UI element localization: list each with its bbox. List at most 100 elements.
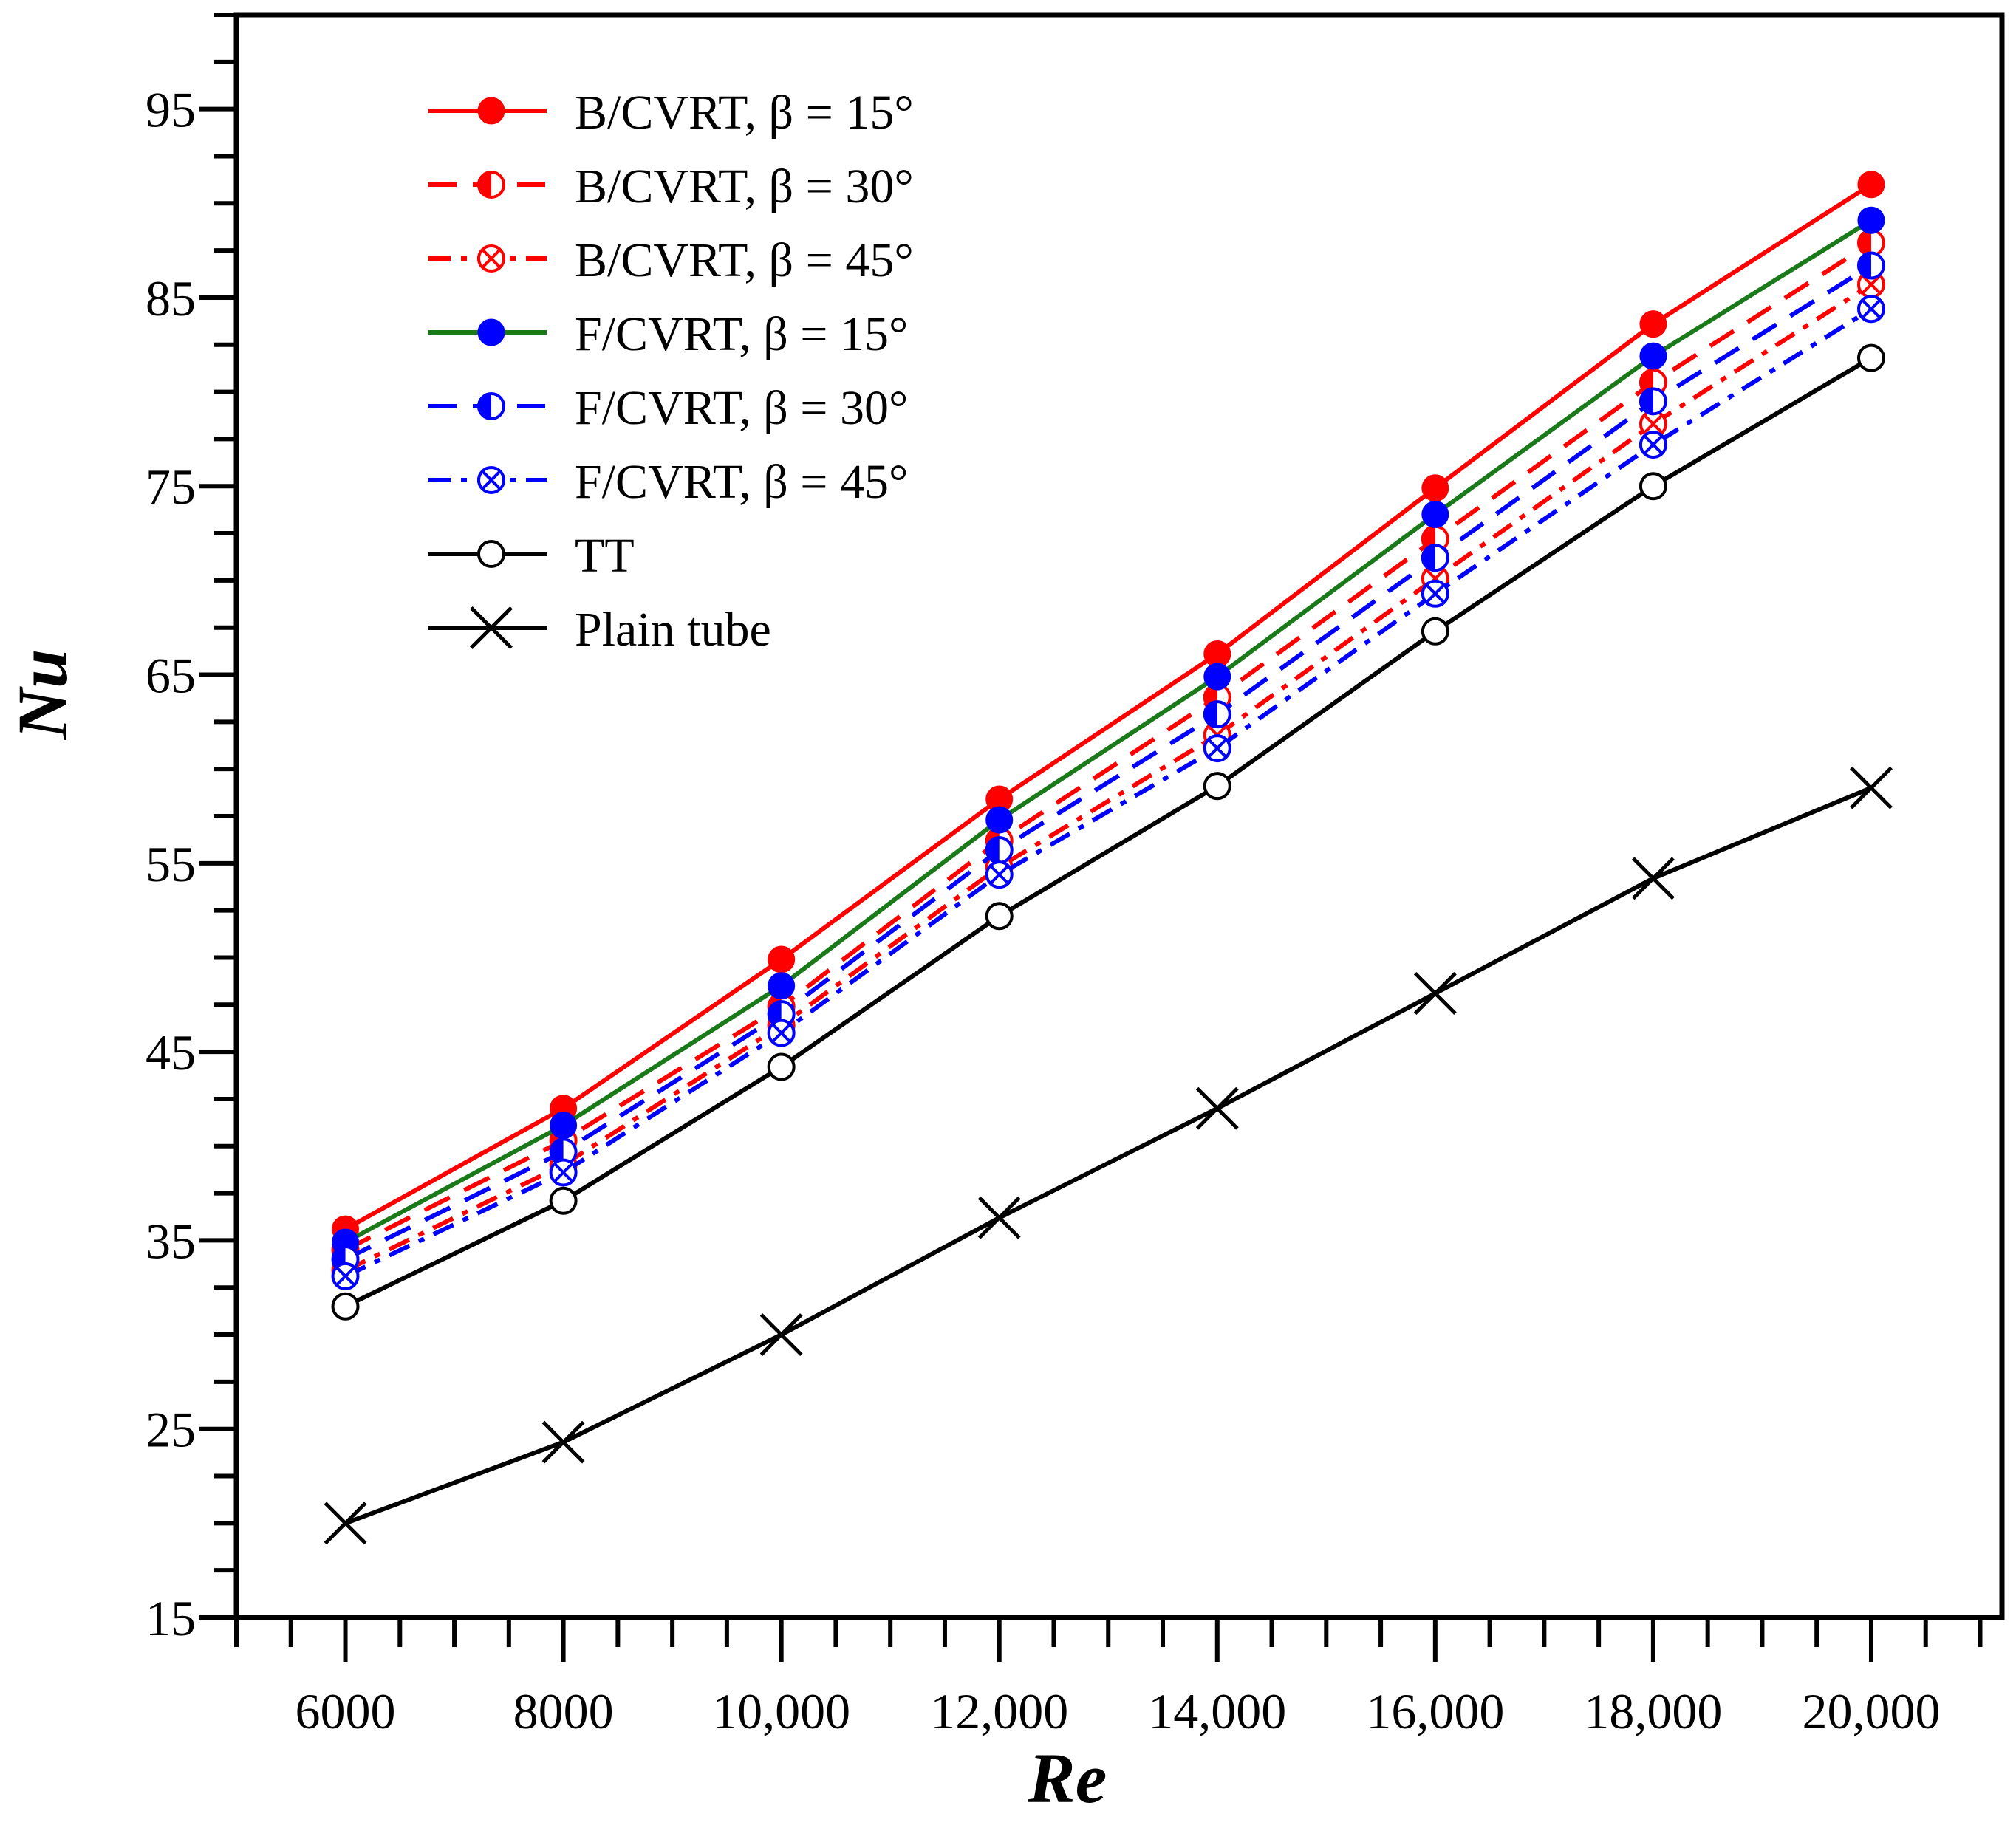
y-tick-label: 55 — [146, 836, 196, 892]
y-axis-title: Nu — [3, 649, 82, 741]
series-line — [344, 218, 1873, 1245]
data-point — [1856, 343, 1885, 372]
series-line — [344, 263, 1873, 1262]
data-point — [1203, 640, 1231, 668]
legend-label: B/CVRT, β = 30° — [575, 160, 914, 213]
legend-item: B/CVRT, β = 30° — [428, 160, 914, 213]
legend-item: TT — [428, 529, 635, 583]
data-point — [1413, 972, 1457, 1015]
series-line — [344, 785, 1873, 1526]
data-point — [1203, 734, 1231, 763]
y-tick-label: 85 — [146, 270, 196, 326]
data-point — [1639, 472, 1667, 501]
data-point — [1639, 342, 1667, 370]
x-tick-label: 14,000 — [1148, 1683, 1286, 1739]
legend-item: F/CVRT, β = 45° — [428, 455, 908, 509]
y-tick-label: 65 — [146, 648, 196, 704]
legend-item: F/CVRT, β = 30° — [428, 381, 908, 435]
data-point — [550, 1112, 578, 1140]
x-tick-label: 10,000 — [712, 1683, 850, 1739]
data-point — [549, 1158, 578, 1187]
series-group — [324, 171, 1893, 1545]
legend-marker — [477, 171, 505, 199]
series-8 — [324, 766, 1893, 1545]
legend-label: B/CVRT, β = 15° — [575, 86, 914, 140]
data-point — [985, 860, 1014, 889]
series-line — [344, 182, 1873, 1231]
legend-marker — [470, 606, 513, 649]
legend-item: B/CVRT, β = 15° — [428, 86, 914, 140]
x-tick-label: 8000 — [513, 1683, 614, 1739]
data-point — [1203, 663, 1231, 691]
series-5 — [331, 251, 1885, 1273]
y-tick-label: 15 — [146, 1590, 196, 1646]
data-point — [985, 806, 1014, 834]
legend-label: F/CVRT, β = 15° — [575, 307, 908, 361]
data-point — [1421, 617, 1449, 646]
data-point — [1639, 387, 1667, 416]
series-6 — [331, 295, 1885, 1290]
data-point — [331, 1262, 360, 1290]
data-point — [1421, 544, 1449, 572]
data-point — [759, 1313, 803, 1357]
data-point — [1421, 501, 1449, 529]
data-point — [768, 945, 796, 973]
y-tick-label: 25 — [146, 1402, 196, 1458]
series-line — [344, 356, 1873, 1309]
legend-marker — [477, 540, 505, 568]
x-tick-label: 12,000 — [930, 1683, 1068, 1739]
data-point — [324, 1502, 367, 1545]
series-7 — [331, 343, 1885, 1321]
data-point — [985, 835, 1014, 864]
data-point — [977, 1196, 1021, 1239]
y-tick-label: 45 — [146, 1024, 196, 1081]
legend-label: TT — [575, 529, 635, 583]
legend-label: B/CVRT, β = 45° — [575, 233, 914, 287]
axes: 15 25 35 45 55 65 75 85 95 6000 8000 10,000 12,000 14… — [146, 12, 2005, 1739]
legend-item: F/CVRT, β = 15° — [428, 307, 908, 361]
data-point — [1857, 206, 1885, 234]
data-point — [1195, 1086, 1239, 1130]
data-point — [1203, 772, 1231, 801]
legend-marker — [477, 97, 505, 125]
data-point — [1631, 857, 1675, 900]
series-4 — [332, 206, 1885, 1256]
series-line — [344, 282, 1873, 1273]
legend-label: F/CVRT, β = 30° — [575, 381, 908, 435]
data-point — [1639, 431, 1667, 459]
y-tick-label: 95 — [146, 82, 196, 138]
data-point — [1856, 295, 1885, 324]
data-point — [1639, 409, 1667, 438]
legend-marker — [477, 318, 505, 346]
data-point — [549, 1137, 578, 1166]
x-tick-label: 20,000 — [1802, 1683, 1940, 1739]
data-point — [549, 1186, 578, 1215]
x-axis-title: Re — [1028, 1739, 1107, 1818]
legend-item: Plain tube — [428, 603, 771, 657]
data-point — [767, 1019, 796, 1047]
data-point — [1639, 310, 1667, 338]
data-point — [1203, 700, 1231, 729]
series-1 — [332, 171, 1885, 1243]
legend-marker — [477, 392, 505, 420]
series-line — [344, 307, 1873, 1278]
data-point — [768, 972, 796, 1000]
legend-item: B/CVRT, β = 45° — [428, 233, 914, 287]
data-point — [1849, 766, 1893, 809]
data-point — [1856, 251, 1885, 280]
x-tick-label: 16,000 — [1366, 1683, 1504, 1739]
legend-marker — [477, 244, 505, 273]
data-point — [767, 1052, 796, 1081]
data-point — [541, 1420, 585, 1464]
data-point — [331, 1292, 360, 1321]
legend: B/CVRT, β = 15° B/CVRT, β = 30° B/CVRT, β … — [428, 86, 914, 657]
y-tick-label: 35 — [146, 1213, 196, 1269]
legend-marker — [477, 466, 505, 494]
data-point — [1421, 474, 1449, 502]
x-tick-label: 6000 — [295, 1683, 396, 1739]
legend-label: Plain tube — [575, 603, 771, 657]
data-point — [1421, 579, 1449, 608]
y-tick-label: 75 — [146, 459, 196, 515]
legend-label: F/CVRT, β = 45° — [575, 455, 908, 509]
